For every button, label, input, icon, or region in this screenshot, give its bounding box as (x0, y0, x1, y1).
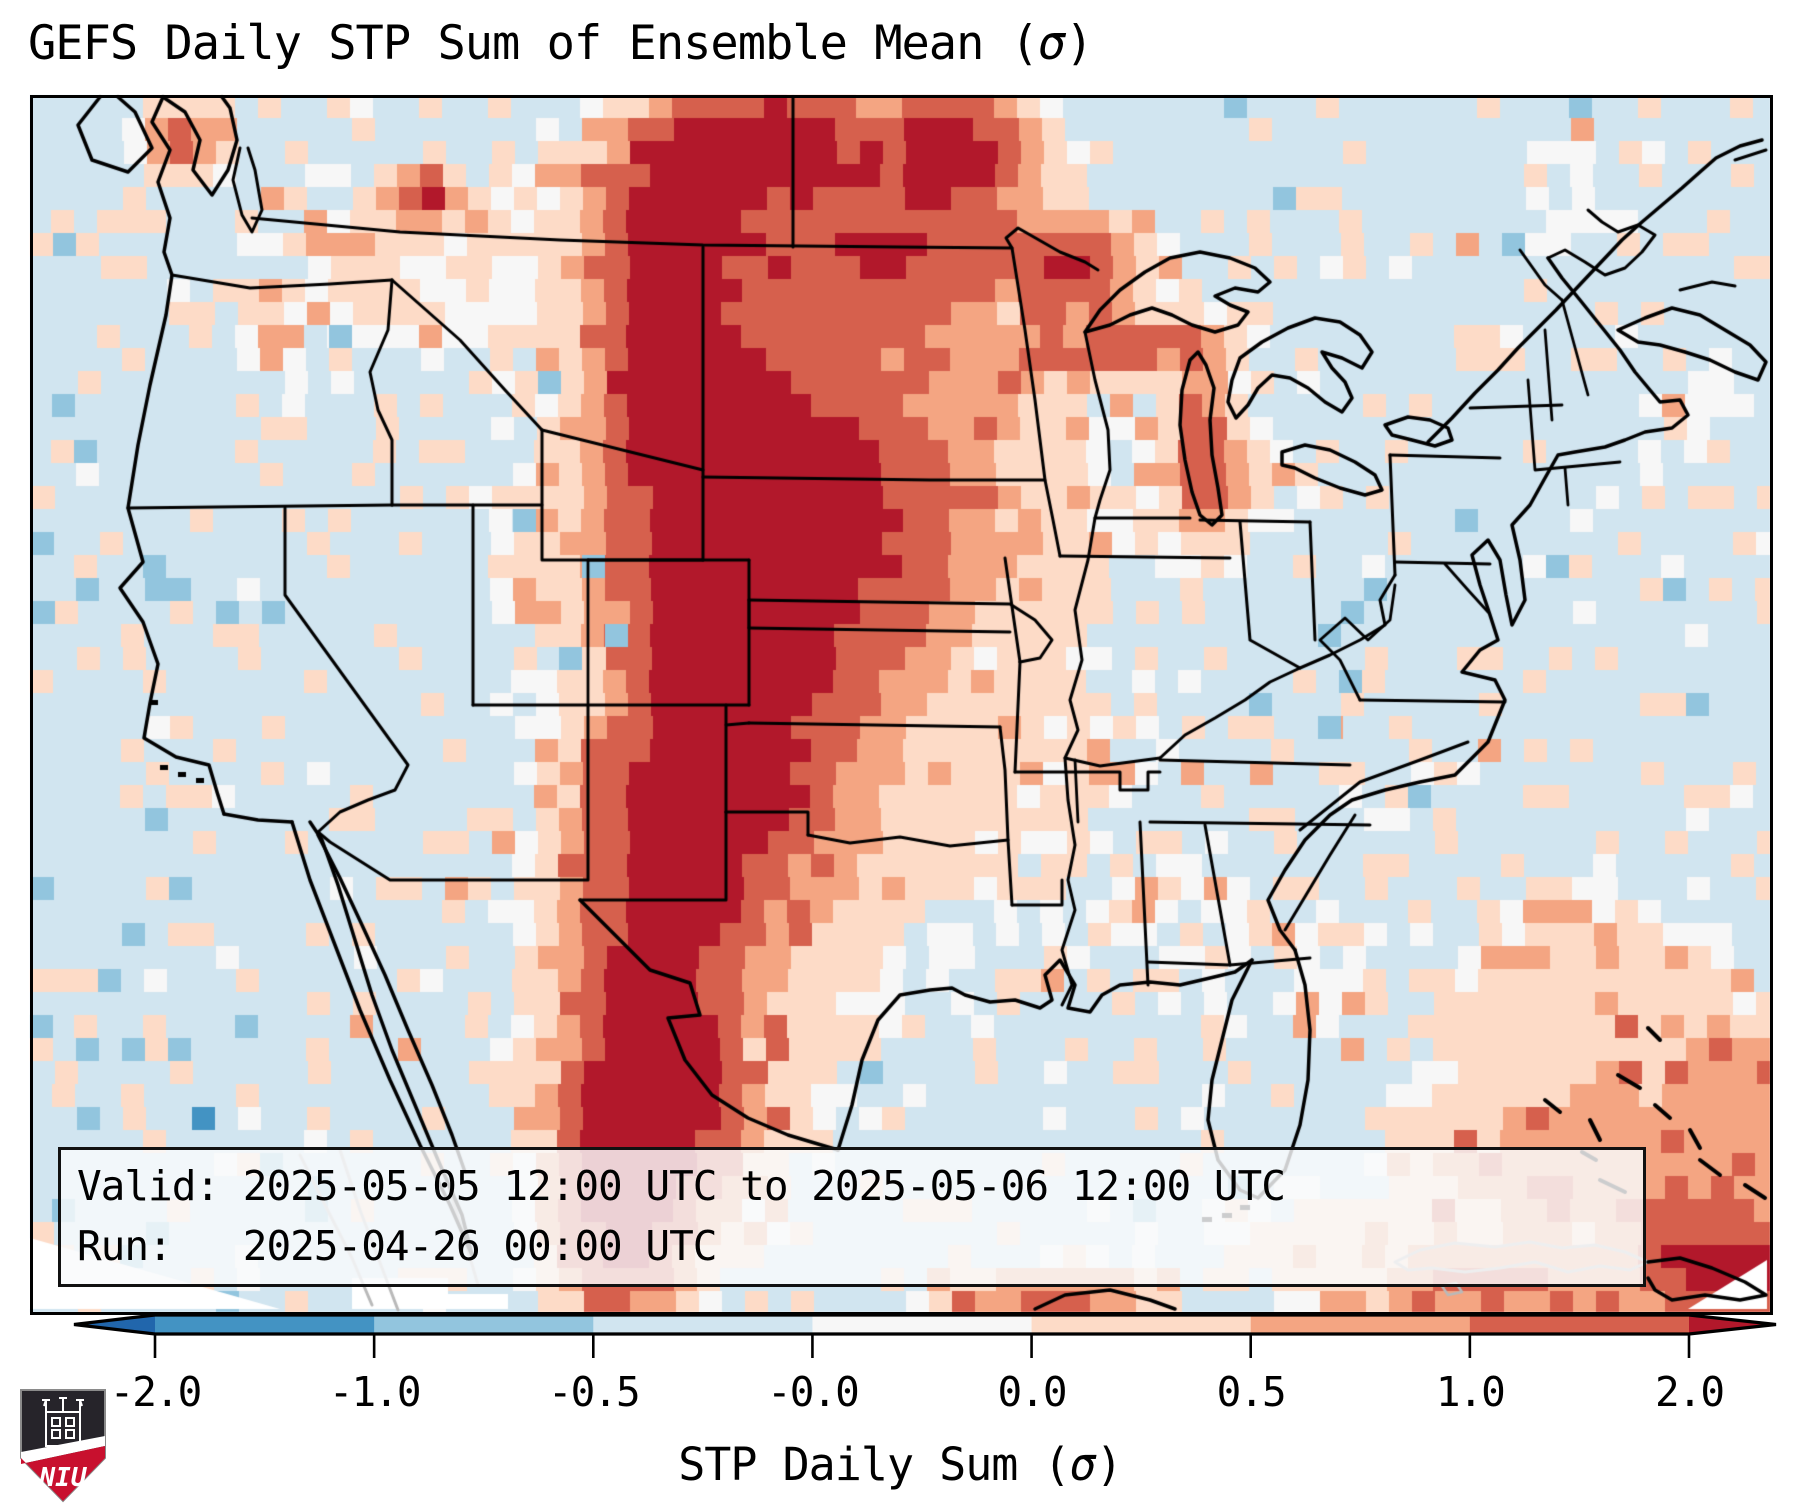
colorbar-tick--0.0: -0.0 (767, 1368, 860, 1416)
valid-run-box: Valid: 2025-05-05 12:00 UTC to 2025-05-0… (58, 1147, 1646, 1287)
cb-label-sigma: σ (1069, 1438, 1097, 1491)
niu-logo-text: NIU (39, 1463, 88, 1493)
castle-icon (42, 1397, 84, 1447)
colorbar-tick-0.5: 0.5 (1216, 1368, 1287, 1416)
colorbar-tick--2.0: -2.0 (109, 1368, 203, 1416)
title-close: ) (1065, 16, 1093, 71)
title-sigma: σ (1037, 16, 1066, 71)
colorbar-tick-0.0: 0.0 (997, 1368, 1068, 1416)
colorbar-tick--0.5: -0.5 (547, 1368, 641, 1416)
colorbar-tick-2.0: 2.0 (1654, 1368, 1725, 1416)
cb-label-text: STP Daily Sum ( (678, 1438, 1070, 1491)
title-text: GEFS Daily STP Sum of Ensemble Mean ( (28, 16, 1039, 71)
niu-logo: NIU (20, 1389, 106, 1503)
colorbar-tick--1.0: -1.0 (328, 1368, 422, 1416)
run-line: Run: 2025-04-26 00:00 UTC (77, 1222, 717, 1270)
cb-label-close: ) (1095, 1438, 1123, 1491)
colorbar-tick-1.0: 1.0 (1435, 1368, 1506, 1416)
valid-line: Valid: 2025-05-05 12:00 UTC to 2025-05-0… (77, 1162, 1286, 1210)
page-title: GEFS Daily STP Sum of Ensemble Mean (σ) (28, 16, 1094, 71)
colorbar-axis-label: STP Daily Sum (σ) (30, 1438, 1770, 1491)
